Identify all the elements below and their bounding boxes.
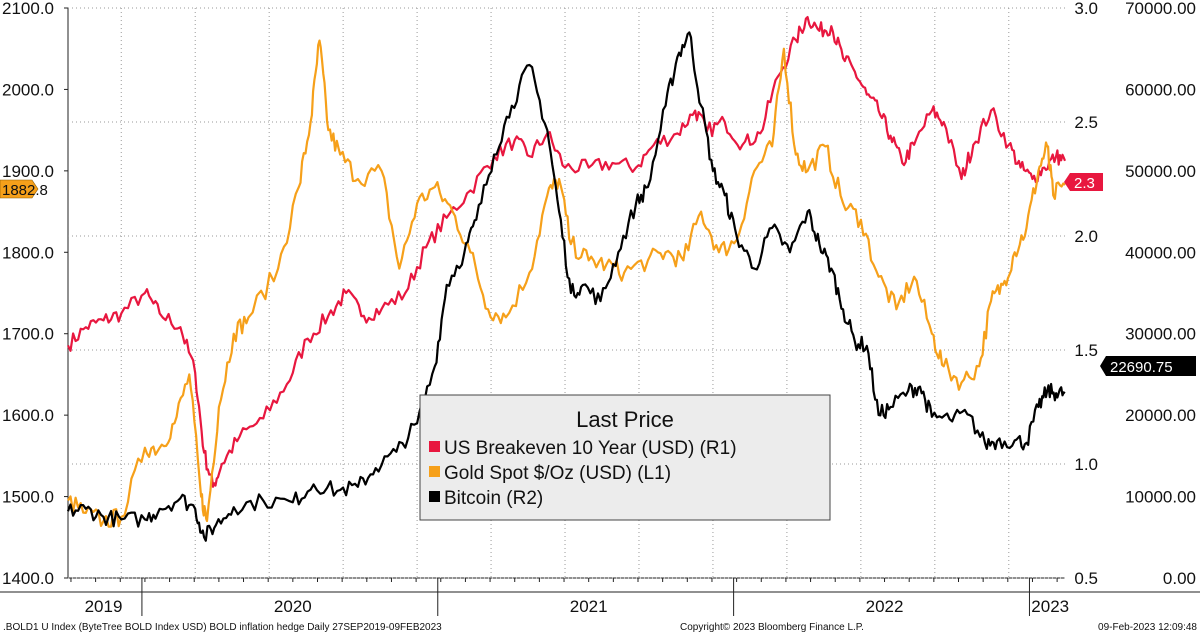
r1-tick-label: 0.5 [1074, 569, 1098, 588]
legend-swatch-breakeven [429, 441, 440, 452]
series-line-bitcoin [66, 31, 1066, 542]
bitcoin-last-value: 22690.75 [1110, 359, 1173, 376]
left-tick-label: 2100.0 [2, 0, 54, 18]
series-line-gold [67, 39, 1066, 528]
legend-swatch-gold [429, 466, 440, 477]
r2-tick-label: 40000.00 [1125, 243, 1196, 262]
r1-tick-label: 3.0 [1074, 0, 1098, 18]
left-tick-label: 2000.0 [2, 80, 54, 99]
series-layer [66, 16, 1067, 542]
r1-tick-label: 1.5 [1074, 341, 1098, 360]
x-year-label: 2019 [85, 597, 123, 616]
r2-tick-label: 10000.00 [1125, 488, 1196, 507]
left-axis: 1400.0 1500.0 1600.0 1700.0 1800.0 1900.0 2000… [2, 0, 68, 588]
x-year-label: 2022 [866, 597, 904, 616]
series-line-breakeven [67, 16, 1067, 488]
left-tick-label: 1800.0 [2, 243, 54, 262]
footer-copyright: Copyright© 2023 Bloomberg Finance L.P. [680, 622, 864, 633]
legend-entry-gold: Gold Spot $/Oz (USD) (L1) [444, 463, 671, 484]
x-year-label: 2023 [1031, 597, 1069, 616]
r2-tick-label: 70000.00 [1125, 0, 1196, 18]
r1-tick-label: 2.5 [1074, 113, 1098, 132]
x-year-label: 2020 [274, 597, 312, 616]
x-axis: 2019 2020 2021 2022 2023 [70, 578, 1069, 616]
r1-tick-label: 1.0 [1074, 455, 1098, 474]
legend-entry-bitcoin: Bitcoin (R2) [444, 488, 543, 509]
left-tick-label: 1900.0 [2, 162, 54, 181]
gold-last-value: 1882.8 [2, 182, 48, 199]
left-tick-label: 1400.0 [2, 569, 54, 588]
breakeven-last-value-tag: 2.3 [1064, 173, 1103, 192]
x-year-label: 2021 [570, 597, 608, 616]
footer-source: .BOLD1 U Index (ByteTree BOLD Index USD)… [3, 622, 442, 633]
left-tick-label: 1700.0 [2, 325, 54, 344]
left-tick-label: 1500.0 [2, 488, 54, 507]
right-axis-r2: 0.00 10000.00 20000.00 30000.00 40000.00 5000… [1125, 0, 1196, 588]
legend-swatch-bitcoin [429, 491, 440, 502]
legend-entry-breakeven: US Breakeven 10 Year (USD) (R1) [444, 438, 737, 459]
r1-tick-label: 2.0 [1074, 227, 1098, 246]
right-axis-r1: 0.5 1.0 1.5 2.0 2.5 3.0 [1074, 0, 1098, 588]
r2-tick-label: 50000.00 [1125, 162, 1196, 181]
left-tick-label: 1600.0 [2, 406, 54, 425]
legend-title: Last Price [576, 407, 674, 432]
gold-last-value-tag: 1882.8 [0, 179, 48, 199]
footer-timestamp: 09-Feb-2023 12:09:48 [1098, 622, 1197, 633]
r2-tick-label: 0.00 [1163, 569, 1196, 588]
r2-tick-label: 30000.00 [1125, 325, 1196, 344]
breakeven-last-value: 2.3 [1074, 175, 1095, 192]
legend: Last Price US Breakeven 10 Year (USD) (R… [419, 394, 831, 521]
bitcoin-last-value-tag: 22690.75 [1100, 356, 1196, 376]
r2-tick-label: 20000.00 [1125, 406, 1196, 425]
r2-tick-label: 60000.00 [1125, 80, 1196, 99]
